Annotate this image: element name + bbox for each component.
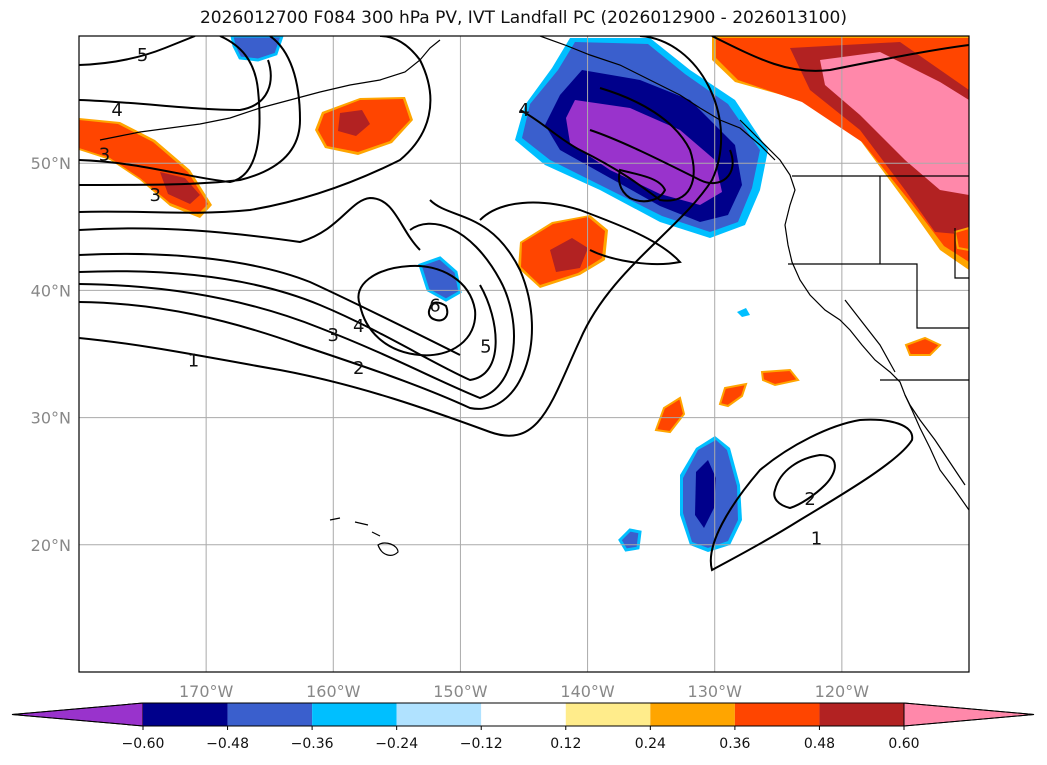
contour-label: 2 bbox=[804, 489, 815, 510]
colorbar-segment bbox=[735, 703, 820, 726]
colorbar-tick-label: −0.36 bbox=[291, 736, 334, 752]
negative-region-small-2 bbox=[420, 258, 460, 300]
colorbar-tick-label: 0.36 bbox=[719, 736, 750, 752]
coastline-baja bbox=[905, 395, 965, 485]
contour-line bbox=[79, 224, 514, 398]
border-states-3 bbox=[845, 300, 895, 372]
contour-line bbox=[79, 60, 271, 110]
contour-label: 3 bbox=[99, 144, 110, 165]
contour-label: 2 bbox=[353, 358, 364, 379]
colorbar-segment bbox=[481, 703, 566, 726]
colorbar-segment bbox=[566, 703, 651, 726]
contour-line bbox=[79, 254, 460, 355]
x-tick-label: 160°W bbox=[306, 682, 361, 701]
colorbar-segment bbox=[397, 703, 482, 726]
contour-label: 3 bbox=[150, 185, 161, 206]
contour-label: 3 bbox=[328, 325, 339, 346]
x-tick-label: 150°W bbox=[433, 682, 488, 701]
contour-label: 4 bbox=[518, 100, 529, 121]
colorbar: −0.60 −0.48 −0.36 −0.24 −0.12 0.12 0.24 0.36 0.4… bbox=[12, 703, 1034, 752]
border-states-1 bbox=[788, 264, 969, 328]
contour-label: 1 bbox=[188, 350, 199, 371]
colorbar-tick-label: 0.12 bbox=[550, 736, 581, 752]
x-tick-label: 120°W bbox=[815, 682, 870, 701]
contour-label: 1 bbox=[811, 528, 822, 549]
contour-label: 4 bbox=[353, 316, 364, 337]
negative-region-small-3 bbox=[620, 530, 640, 550]
contour-label: 5 bbox=[480, 336, 491, 357]
colorbar-tick-label: 0.24 bbox=[635, 736, 666, 752]
positive-region-small-4 bbox=[906, 338, 940, 355]
y-tick-label: 40°N bbox=[31, 281, 71, 300]
colorbar-tick-label: −0.24 bbox=[375, 736, 418, 752]
y-tick-labels: 20°N 30°N 40°N 50°N bbox=[31, 154, 71, 555]
contour-line bbox=[79, 198, 420, 250]
colorbar-tick-label: −0.60 bbox=[122, 736, 165, 752]
positive-region-small-1 bbox=[656, 398, 684, 432]
y-tick-label: 30°N bbox=[31, 409, 71, 428]
colorbar-extend-min bbox=[12, 703, 143, 726]
x-tick-labels: 170°W 160°W 150°W 140°W 130°W 120°W bbox=[179, 682, 869, 701]
colorbar-segment bbox=[819, 703, 904, 726]
colorbar-tick-label: 0.60 bbox=[888, 736, 919, 752]
y-tick-label: 20°N bbox=[31, 536, 71, 555]
colorbar-tick-label: 0.48 bbox=[804, 736, 835, 752]
positive-region-small-2 bbox=[720, 384, 746, 406]
contour-label: 4 bbox=[111, 100, 122, 121]
colorbar-tick-label: −0.48 bbox=[206, 736, 249, 752]
hawaii-islands bbox=[330, 518, 398, 555]
colorbar-tick-label: −0.12 bbox=[460, 736, 503, 752]
positive-region-small-3 bbox=[762, 370, 798, 385]
colorbar-extend-max bbox=[904, 703, 1034, 726]
negative-region-small-4 bbox=[737, 308, 750, 317]
positive-region-small-5 bbox=[955, 228, 969, 250]
colorbar-segment bbox=[650, 703, 735, 726]
colorbar-segment bbox=[228, 703, 313, 726]
colorbar-segment bbox=[143, 703, 228, 726]
colorbar-segment bbox=[312, 703, 397, 726]
contour-label: 6 bbox=[429, 296, 440, 317]
contour-label: 5 bbox=[137, 45, 148, 66]
y-tick-label: 50°N bbox=[31, 154, 71, 173]
x-tick-label: 140°W bbox=[560, 682, 615, 701]
contour-line bbox=[358, 266, 475, 355]
x-tick-label: 130°W bbox=[688, 682, 743, 701]
x-tick-label: 170°W bbox=[179, 682, 234, 701]
